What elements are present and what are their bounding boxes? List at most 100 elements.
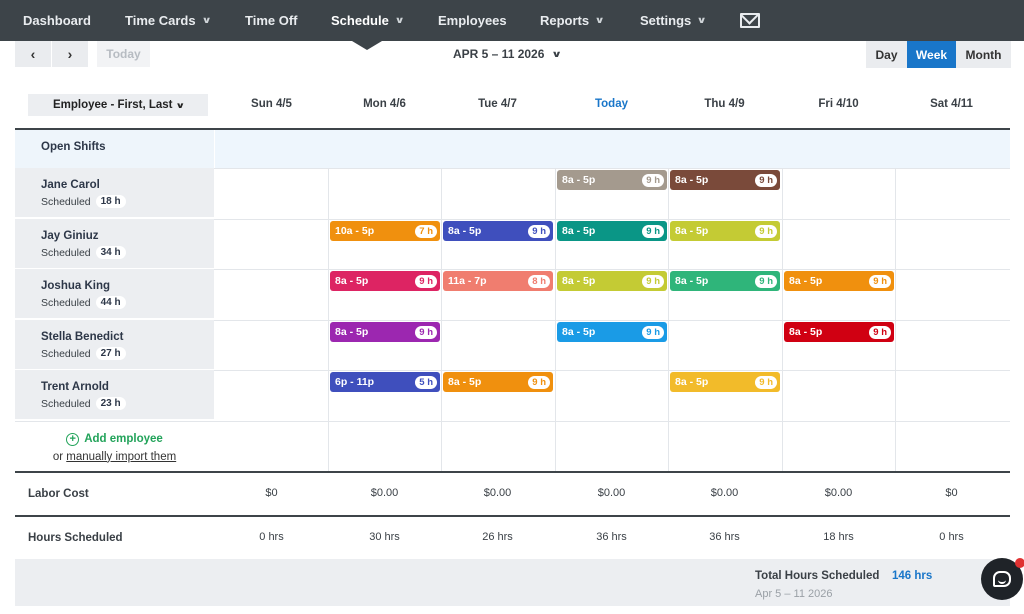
day-header: Tue 4/7 — [478, 98, 517, 110]
employee-sort-dropdown[interactable]: Employee - First, Last ∨ — [28, 94, 208, 116]
employee-scheduled: Scheduled 34 h — [41, 246, 214, 259]
labor-cost-value: $0.00 — [370, 487, 399, 499]
labor-cost-value: $0.00 — [710, 487, 739, 499]
open-shifts-label: Open Shifts — [15, 130, 214, 168]
date-range-label: APR 5 – 11 2026 — [453, 47, 545, 61]
view-day-button[interactable]: Day — [866, 41, 907, 68]
shift-time: 8a - 5p — [675, 376, 709, 388]
shift-block[interactable]: 8a - 5p 9 h — [557, 271, 667, 291]
scheduled-hours-badge: 18 h — [95, 195, 126, 208]
nav-time-off-label: Time Off — [245, 13, 298, 28]
employee-scheduled: Scheduled 23 h — [41, 397, 214, 410]
employee-cell[interactable]: Jane Carol Scheduled 18 h — [15, 168, 214, 218]
shift-block[interactable]: 8a - 5p 9 h — [557, 221, 667, 241]
nav-time-off[interactable]: Time Off — [245, 0, 298, 41]
chevron-down-icon: ∨ — [174, 100, 185, 110]
shift-time: 8a - 5p — [675, 174, 709, 186]
grid-row-line — [214, 421, 1010, 422]
active-nav-caret — [352, 41, 382, 50]
shift-time: 8a - 5p — [562, 326, 596, 338]
chevron-right-icon: › — [67, 46, 73, 62]
shift-time: 8a - 5p — [675, 275, 709, 287]
date-range-picker[interactable]: APR 5 – 11 2026 ∨ — [453, 47, 563, 61]
shift-block[interactable]: 8a - 5p 9 h — [670, 170, 780, 190]
shift-hours: 9 h — [642, 173, 664, 187]
shift-block[interactable]: 8a - 5p 9 h — [670, 221, 780, 241]
chat-bubble-icon — [993, 571, 1011, 587]
shift-block[interactable]: 11a - 7p 8 h — [443, 271, 553, 291]
shift-time: 8a - 5p — [562, 275, 596, 287]
hours-scheduled-value: 36 hrs — [596, 531, 627, 543]
shift-block[interactable]: 10a - 5p 7 h — [330, 221, 440, 241]
grid-column-line — [441, 168, 442, 471]
shift-block[interactable]: 8a - 5p 9 h — [784, 322, 894, 342]
labor-cost-value: $0 — [265, 487, 278, 499]
shift-block[interactable]: 8a - 5p 9 h — [670, 372, 780, 392]
shift-time: 8a - 5p — [448, 225, 482, 237]
scheduled-hours-badge: 44 h — [95, 296, 126, 309]
today-button[interactable]: Today — [97, 41, 150, 67]
shift-block[interactable]: 8a - 5p 9 h — [330, 322, 440, 342]
open-shifts-row[interactable] — [215, 130, 1010, 168]
nav-reports[interactable]: Reports ∨ — [540, 0, 605, 41]
nav-dashboard[interactable]: Dashboard — [23, 0, 91, 41]
employee-cell[interactable]: Stella Benedict Scheduled 27 h — [15, 320, 214, 370]
day-header: Sat 4/11 — [930, 98, 973, 110]
view-week-button[interactable]: Week — [907, 41, 956, 68]
nav-schedule-label: Schedule — [331, 13, 389, 28]
nav-schedule[interactable]: Schedule ∨ — [331, 0, 405, 41]
view-toggle: Day Week Month — [866, 41, 1011, 68]
shift-block[interactable]: 8a - 5p 9 h — [443, 221, 553, 241]
next-week-button[interactable]: › — [52, 41, 88, 67]
shift-block[interactable]: 8a - 5p 9 h — [443, 372, 553, 392]
scheduled-label: Scheduled — [41, 397, 91, 410]
day-header: Fri 4/10 — [818, 98, 859, 110]
nav-settings[interactable]: Settings ∨ — [640, 0, 708, 41]
prev-week-button[interactable]: ‹ — [15, 41, 51, 67]
scheduled-label: Scheduled — [41, 296, 91, 309]
hours-scheduled-value: 26 hrs — [482, 531, 513, 543]
shift-time: 10a - 5p — [335, 225, 375, 237]
view-month-button[interactable]: Month — [956, 41, 1011, 68]
employee-sort-label: Employee - First, Last — [52, 99, 173, 111]
shift-hours: 9 h — [755, 173, 777, 187]
shift-hours: 9 h — [415, 274, 437, 288]
employee-cell[interactable]: Joshua King Scheduled 44 h — [15, 269, 214, 319]
notification-badge — [1015, 558, 1024, 568]
chevron-down-icon: ∨ — [696, 15, 708, 25]
shift-block[interactable]: 6p - 11p 5 h — [330, 372, 440, 392]
or-text: or — [52, 450, 64, 463]
shift-block[interactable]: 8a - 5p 9 h — [670, 271, 780, 291]
employee-cell[interactable]: Jay Giniuz Scheduled 34 h — [15, 219, 214, 269]
shift-block[interactable]: 8a - 5p 9 h — [330, 271, 440, 291]
scheduled-label: Scheduled — [41, 347, 91, 360]
manual-import-link[interactable]: manually import them — [66, 450, 177, 463]
envelope-icon[interactable] — [740, 13, 760, 28]
labor-cost-label: Labor Cost — [28, 488, 89, 500]
hours-scheduled-label: Hours Scheduled — [28, 532, 123, 544]
shift-block[interactable]: 8a - 5p 9 h — [557, 322, 667, 342]
nav-employees[interactable]: Employees — [438, 0, 507, 41]
grid-column-line — [328, 168, 329, 471]
footer-divider — [15, 471, 1010, 473]
employee-scheduled: Scheduled 44 h — [41, 296, 214, 309]
scheduled-hours-badge: 27 h — [95, 347, 126, 360]
grid-row-line — [214, 370, 1010, 371]
labor-cost-value: $0.00 — [483, 487, 512, 499]
chevron-left-icon: ‹ — [30, 46, 36, 62]
shift-block[interactable]: 8a - 5p 9 h — [784, 271, 894, 291]
shift-hours: 8 h — [528, 274, 550, 288]
scheduled-hours-badge: 34 h — [95, 246, 126, 259]
employee-cell[interactable]: Trent Arnold Scheduled 23 h — [15, 370, 214, 420]
grid-column-line — [782, 168, 783, 471]
grid-row-line — [214, 320, 1010, 321]
shift-hours: 5 h — [415, 375, 437, 389]
add-employee-button[interactable]: + Add employee — [66, 432, 163, 446]
shift-hours: 9 h — [869, 325, 891, 339]
shift-block[interactable]: 8a - 5p 9 h — [557, 170, 667, 190]
shift-time: 8a - 5p — [675, 225, 709, 237]
grid-row-line — [214, 219, 1010, 220]
nav-time-cards[interactable]: Time Cards ∨ — [125, 0, 211, 41]
labor-cost-value: $0.00 — [597, 487, 626, 499]
shift-hours: 9 h — [642, 224, 664, 238]
